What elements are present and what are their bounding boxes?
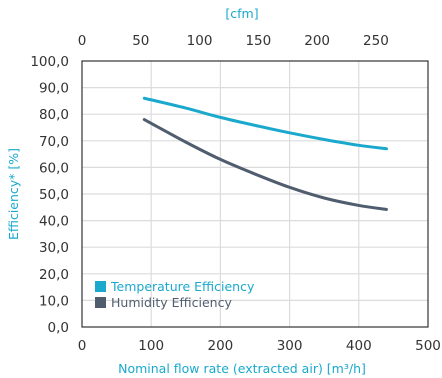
top-tick-label: 100 (187, 33, 213, 49)
top-axis-label: [cfm] (225, 6, 258, 21)
x-tick-label: 500 (415, 338, 441, 354)
top-tick-label: 0 (78, 33, 87, 49)
legend-swatch (95, 281, 106, 292)
legend-swatch (95, 297, 106, 308)
y-tick-label: 10,0 (39, 293, 69, 309)
y-tick-label: 50,0 (39, 187, 69, 203)
series-lines (142, 96, 388, 211)
y-tick-label: 20,0 (39, 267, 69, 283)
x-tick-label: 0 (78, 338, 87, 354)
y-axis-label: Efficiency* [%] (6, 148, 21, 240)
y-tick-label: 0,0 (48, 320, 69, 336)
y-tick-label: 90,0 (39, 81, 69, 97)
x-axis-ticks: 0 100 200 300 400 500 (78, 338, 441, 354)
legend-label: Humidity Efficiency (111, 295, 232, 310)
y-axis-ticks: 0,0 10,0 20,0 30,0 40,0 50,0 60,0 70,0 80,0 90,0 1… (30, 54, 69, 336)
x-tick-label: 300 (277, 338, 303, 354)
y-tick-label: 60,0 (39, 160, 69, 176)
x-tick-label: 100 (138, 338, 164, 354)
y-tick-label: 80,0 (39, 107, 69, 123)
grid-lines (82, 61, 428, 327)
legend-label: Temperature Efficiency (110, 279, 255, 294)
x-tick-label: 400 (346, 338, 372, 354)
y-tick-label: 30,0 (39, 240, 69, 256)
y-tick-label: 70,0 (39, 134, 69, 150)
top-tick-label: 150 (245, 33, 271, 49)
series-line-1 (142, 118, 388, 211)
y-tick-label: 40,0 (39, 214, 69, 230)
top-tick-label: 200 (304, 33, 330, 49)
top-tick-label: 50 (132, 33, 149, 49)
y-tick-label: 100,0 (30, 54, 69, 70)
x-axis-label: Nominal flow rate (extracted air) [m³/h] (118, 361, 366, 376)
plot-frame (81, 60, 429, 328)
top-axis-ticks: 0 50 100 150 200 250 (78, 33, 389, 49)
x-tick-label: 200 (208, 338, 234, 354)
top-tick-label: 250 (363, 33, 389, 49)
series-line-0 (142, 96, 388, 151)
